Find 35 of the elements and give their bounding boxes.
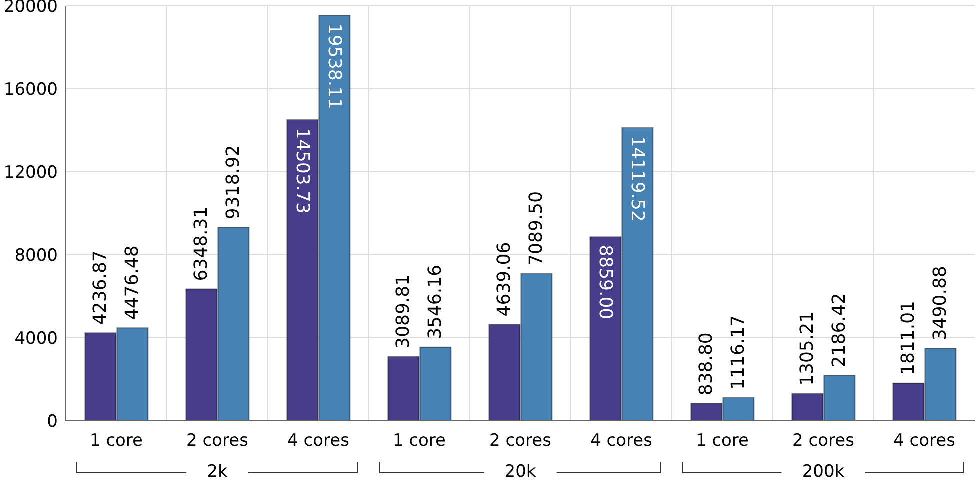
data-label: 4476.48 (122, 246, 144, 320)
data-label: 14503.73 (292, 128, 314, 214)
y-tick-label: 12000 (4, 163, 58, 184)
data-label: 1116.17 (728, 315, 750, 390)
text: 20k (504, 462, 536, 481)
y-tick-label: 0 (47, 412, 58, 432)
data-label: 14119.52 (627, 136, 648, 222)
data-label: 1811.01 (898, 300, 920, 376)
y-tick-label: 8000 (14, 246, 58, 266)
x-tick-label: 2 cores (792, 431, 855, 451)
data-label: 8859.00 (595, 245, 616, 320)
data-label: 4639.06 (494, 242, 516, 317)
text: 200k (802, 462, 845, 481)
y-tick-label: 4000 (14, 329, 58, 350)
data-label: 6348.31 (191, 206, 212, 282)
x-tick-label: 4 cores (590, 431, 653, 451)
x-tick-label: 2 cores (186, 431, 249, 451)
data-label: 4236.87 (90, 250, 112, 326)
text: 2k (207, 462, 228, 481)
x-tick-label: 4 cores (894, 431, 956, 451)
data-label: 3546.16 (425, 264, 446, 340)
data-label: 838.80 (696, 332, 718, 396)
data-label: 3089.81 (393, 274, 414, 349)
x-tick-label: 2 cores (490, 431, 552, 451)
y-tick-label: 16000 (4, 80, 58, 100)
x-tick-label: 1 core (696, 431, 750, 451)
data-label: 19538.11 (324, 24, 346, 110)
x-tick-label: 1 core (90, 431, 144, 451)
data-label: 2186.42 (829, 293, 850, 368)
data-label: 3490.88 (930, 266, 952, 341)
x-tick-label: 1 core (392, 431, 446, 451)
x-tick-label: 4 cores (288, 431, 350, 451)
data-label: 7089.50 (526, 191, 548, 266)
data-label: 9318.92 (223, 145, 244, 220)
data-label: 1305.21 (797, 311, 818, 386)
